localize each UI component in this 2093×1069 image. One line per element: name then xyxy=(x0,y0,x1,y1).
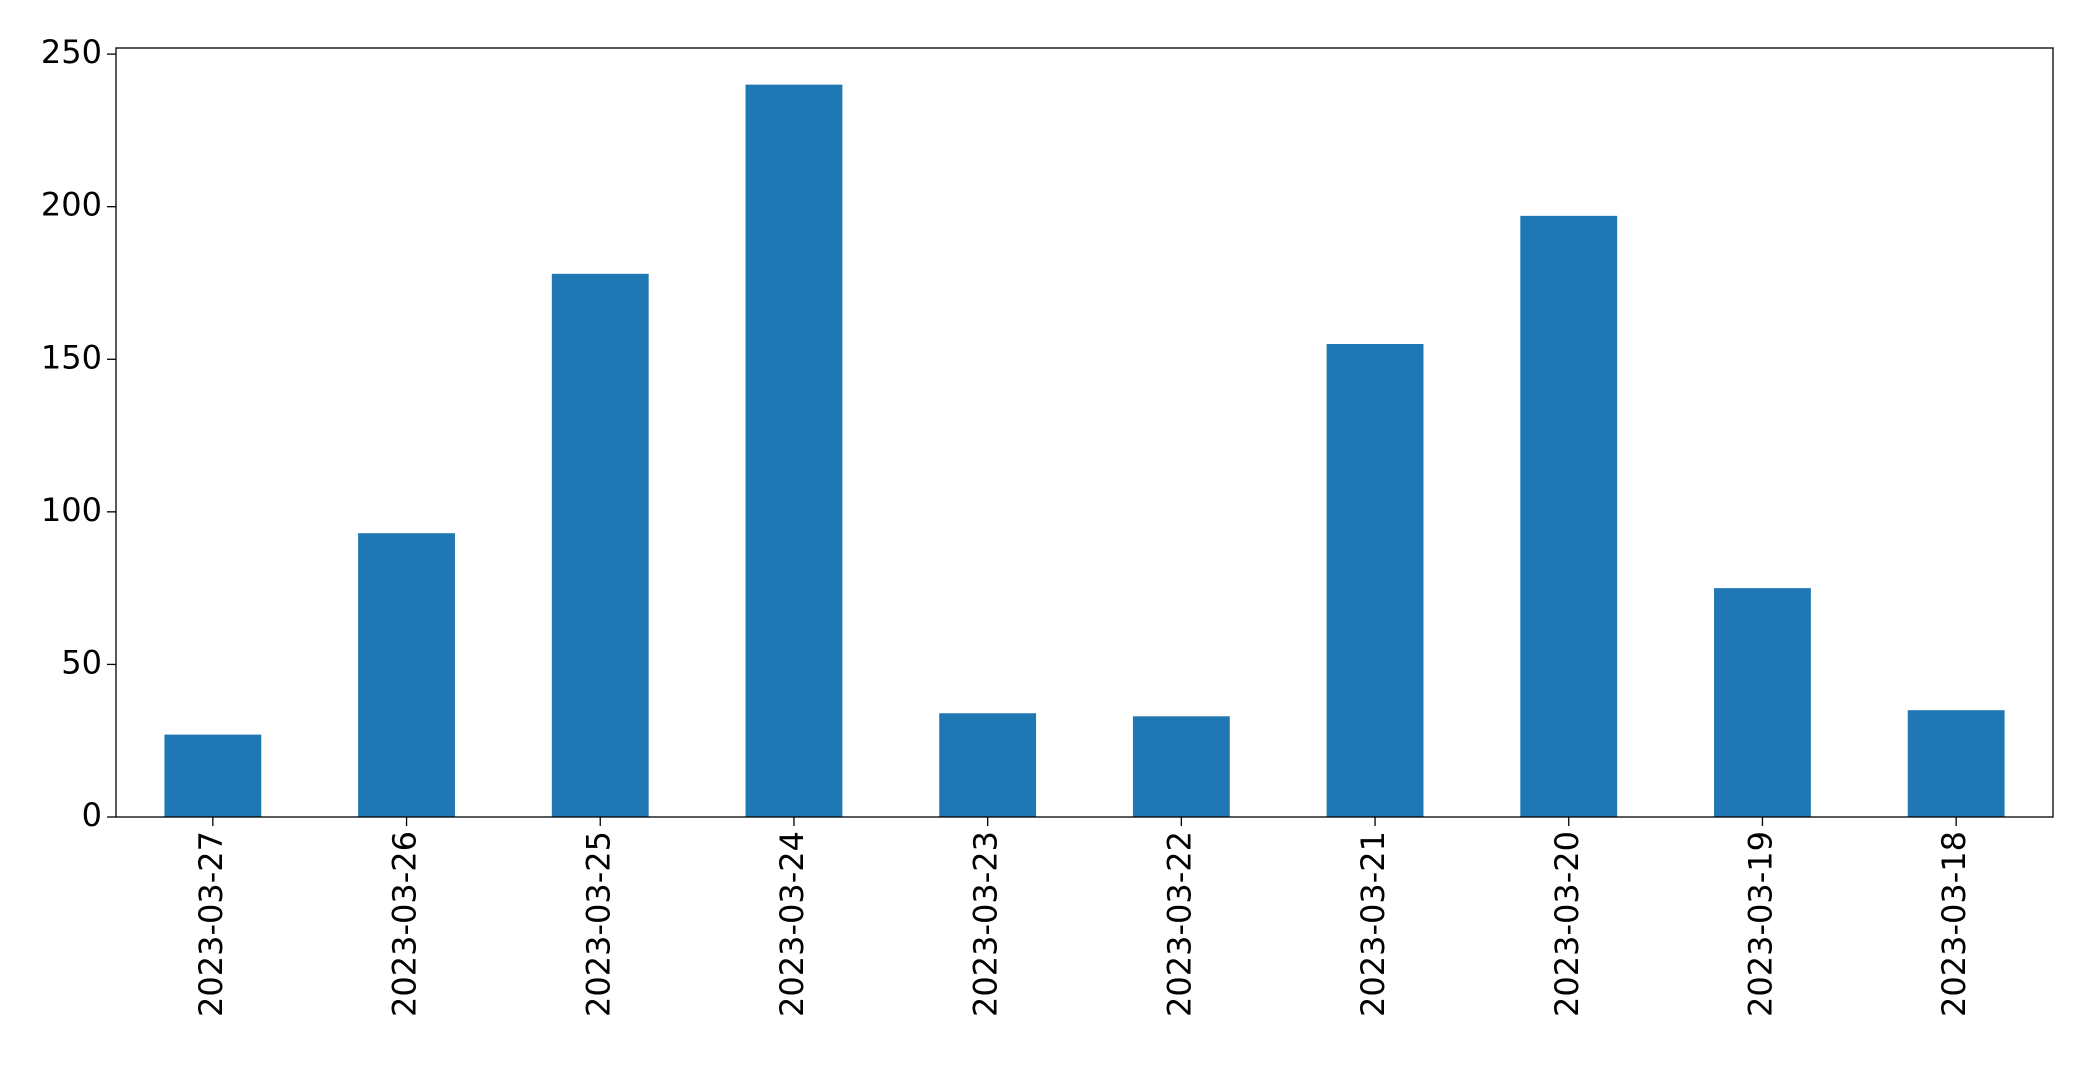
x-tick-label: 2023-03-24 xyxy=(773,831,811,1017)
bar xyxy=(164,734,262,817)
bar xyxy=(551,273,649,817)
bar xyxy=(939,713,1037,817)
y-tick-label: 150 xyxy=(41,338,102,376)
y-tick-label: 250 xyxy=(41,33,102,71)
bar xyxy=(1907,710,2005,817)
x-tick-label: 2023-03-25 xyxy=(579,831,617,1017)
x-tick-label: 2023-03-27 xyxy=(192,831,230,1017)
y-tick-label: 0 xyxy=(82,796,102,834)
bar xyxy=(1520,215,1618,818)
bar xyxy=(1132,716,1230,817)
bar xyxy=(1714,588,1811,817)
bar xyxy=(745,84,843,818)
x-tick-label: 2023-03-19 xyxy=(1741,831,1779,1017)
y-tick-label: 100 xyxy=(41,491,102,529)
x-tick-label: 2023-03-23 xyxy=(967,831,1005,1017)
y-tick-label: 50 xyxy=(61,643,102,681)
x-tick-label: 2023-03-22 xyxy=(1160,831,1198,1017)
x-tick-label: 2023-03-20 xyxy=(1548,831,1586,1017)
bar xyxy=(1326,344,1424,817)
bar xyxy=(358,533,455,817)
x-tick-label: 2023-03-21 xyxy=(1354,831,1392,1017)
y-tick-label: 200 xyxy=(41,186,102,224)
plot-frame xyxy=(115,47,2054,818)
x-tick-label: 2023-03-18 xyxy=(1935,831,1973,1017)
x-tick-label: 2023-03-26 xyxy=(386,831,424,1017)
